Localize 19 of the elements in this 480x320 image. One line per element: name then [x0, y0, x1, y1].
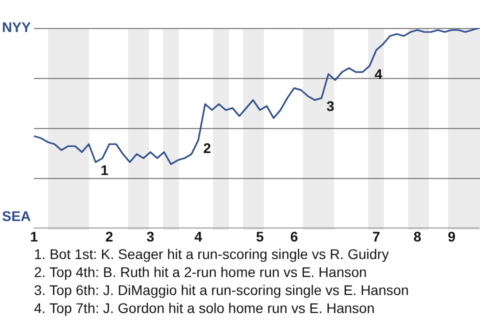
x-tick-label: 1: [30, 228, 38, 244]
x-tick-label: 8: [413, 228, 422, 244]
annotation: 1: [100, 162, 109, 178]
x-tick-label: 3: [146, 228, 154, 244]
annotation: 3: [326, 98, 335, 114]
x-tick-label: 9: [448, 228, 456, 244]
x-tick-label: 7: [372, 228, 380, 244]
x-tick-label: 6: [290, 228, 298, 244]
x-tick-label: 2: [105, 228, 114, 244]
text: 3. Top 6th: J. DiMaggio hit a run-scoring single vs E. Hanson: [34, 281, 409, 299]
x-tick-label: 5: [256, 228, 264, 244]
text: 1. Bot 1st: K. Seager hit a run-scoring single vs R. Guidry: [34, 245, 390, 263]
annotation: 4: [374, 66, 382, 82]
text: SEA: [2, 208, 31, 224]
text: 2. Top 4th: B. Ruth hit a 2-run home run vs E. Hanson: [34, 263, 368, 281]
text: 4. Top 7th: J. Gordon hit a solo home run vs E. Hanson: [34, 299, 376, 317]
x-tick-label: 4: [194, 228, 202, 244]
annotation: 2: [203, 140, 212, 156]
text: NYY: [2, 19, 31, 35]
